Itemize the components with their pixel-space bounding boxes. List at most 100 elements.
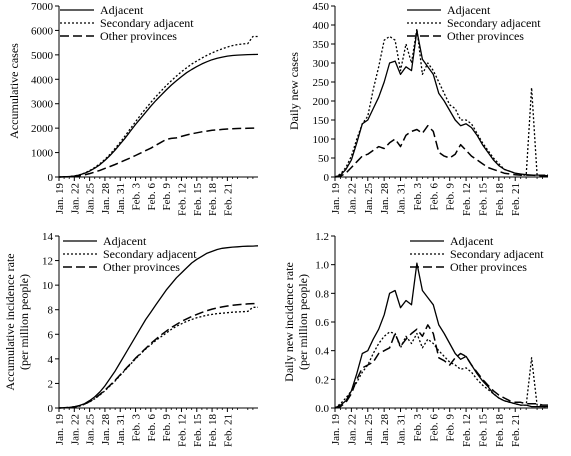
y-axis-title: Accumulative incidence rate [3,253,17,390]
y-tick-label: 6000 [31,25,54,37]
y-tick-label: 50 [318,153,330,165]
x-tick-label: Jan. 19 [54,183,66,215]
x-tick-label: Feb. 9 [445,414,457,442]
x-tick-label: Jan. 25 [85,414,97,446]
chart-panel-4: 0.0 0.2 0.4 0.6 0.8 1.0 1.2 Jan. 19 Jan. 22 Jan. … [282,231,548,447]
x-tick-label: Feb. 18 [207,414,219,448]
x-tick-label: Feb. 3 [412,414,424,442]
x-tick-label: Jan. 25 [363,414,375,446]
x-tick-label: Jan. 22 [346,183,358,214]
y-tick-label: 1000 [31,148,54,160]
x-tick-label: Jan. 19 [330,183,342,215]
x-tick-label: Feb. 15 [192,414,204,448]
x-tick-label: Jan. 19 [54,414,66,446]
x-tick-label: Feb. 12 [176,414,188,447]
series-line-secondary-adjacent [334,331,548,409]
y-tick-label: 4 [48,354,54,366]
y-tick-label: 200 [313,96,330,108]
x-tick-label: Jan. 25 [85,183,97,215]
series-line-adjacent [58,245,259,409]
x-tick-label: Feb. 15 [477,183,489,217]
x-tick-label: Feb. 15 [477,414,489,448]
y-tick-label: 0.2 [315,374,329,386]
legend-label: Secondary adjacent [103,247,197,261]
x-tick-label: Feb. 12 [461,414,473,447]
x-tick-label: Feb. 18 [494,183,506,217]
y-tick-label: 100 [313,134,330,146]
x-tick-label: Feb. 9 [161,183,173,211]
x-tick-label: Jan. 25 [363,183,375,215]
y-tick-label: 150 [313,115,330,127]
y-tick-label: 4000 [31,74,54,86]
y-tick-label: 0 [48,172,54,184]
legend-label: Other provinces [447,29,524,43]
x-tick-label: Feb. 12 [176,183,188,216]
y-axis-title-line2: (per million people) [296,274,310,370]
y-tick-label: 7000 [31,1,54,13]
legend-label: Adjacent [100,3,144,17]
x-tick-label: Jan. 31 [115,414,127,445]
y-tick-label: 10 [42,280,54,292]
x-tick-label: Jan. 19 [330,414,342,446]
series-line-other-provinces [334,324,548,409]
chart-panel-3: 0 2 4 6 8 10 12 14 Jan. 19 Jan. 22 Jan. 25 Jan. 28 J… [3,231,259,448]
legend-label: Secondary adjacent [450,247,544,261]
legend-label: Adjacent [447,3,491,17]
legend-label: Adjacent [103,234,147,248]
y-tick-label: 0.8 [315,288,329,300]
x-tick-label: Feb. 15 [192,183,204,217]
x-tick-label: Feb. 3 [412,183,424,211]
series-line-other-provinces [334,124,549,178]
x-tick-label: Feb. 6 [146,183,158,211]
y-tick-label: 12 [42,256,53,268]
y-tick-label: 1.0 [315,260,329,272]
y-axis-title-line2: (per million people) [17,274,31,370]
x-tick-label: Feb. 18 [207,183,219,217]
x-tick-label: Feb. 21 [222,183,234,216]
x-tick-label: Feb. 9 [445,183,457,211]
x-tick-label: Feb. 3 [131,183,143,211]
y-axis-title: Daily new incidence rate [282,262,296,382]
x-tick-label: Feb. 21 [510,183,522,216]
y-tick-label: 250 [313,77,330,89]
y-tick-label: 2 [48,378,54,390]
x-tick-label: Jan. 31 [396,414,408,445]
legend-label: Other provinces [103,260,180,274]
x-tick-label: Feb. 21 [222,414,234,447]
x-tick-label: Jan. 22 [346,414,358,445]
y-tick-label: 0.4 [315,346,329,358]
legend-label: Secondary adjacent [100,16,194,30]
y-axis-title: Accumulative cases [7,43,21,139]
x-tick-label: Jan. 31 [115,183,127,214]
x-tick-label: Jan. 28 [379,183,391,215]
y-tick-label: 0.0 [315,403,329,415]
series-line-adjacent [58,53,259,178]
y-tick-label: 450 [313,1,330,13]
legend-label: Adjacent [450,234,494,248]
x-tick-label: Feb. 9 [161,414,173,442]
y-tick-label: 5000 [31,50,54,62]
series-line-secondary-adjacent [334,28,548,178]
x-tick-label: Feb. 6 [428,414,440,442]
y-tick-label: 300 [313,58,330,70]
y-tick-label: 0 [324,172,330,184]
series-line-secondary-adjacent [58,35,258,178]
x-tick-label: Jan. 28 [379,414,391,446]
x-tick-label: Feb. 21 [510,414,522,447]
series-line-secondary-adjacent [58,306,258,409]
x-tick-label: Jan. 22 [69,183,81,214]
y-tick-label: 0 [48,403,54,415]
legend-label: Secondary adjacent [447,16,541,30]
x-tick-label: Feb. 18 [494,414,506,448]
x-tick-label: Feb. 12 [461,183,473,216]
y-axis-title: Daily new cases [287,52,301,130]
y-tick-label: 1.2 [315,231,329,243]
legend-label: Other provinces [450,260,527,274]
x-tick-label: Jan. 28 [100,414,112,446]
x-tick-label: Feb. 6 [146,414,158,442]
y-tick-label: 14 [42,231,54,243]
legend-label: Other provinces [100,29,177,43]
series-line-other-provinces [58,302,258,409]
